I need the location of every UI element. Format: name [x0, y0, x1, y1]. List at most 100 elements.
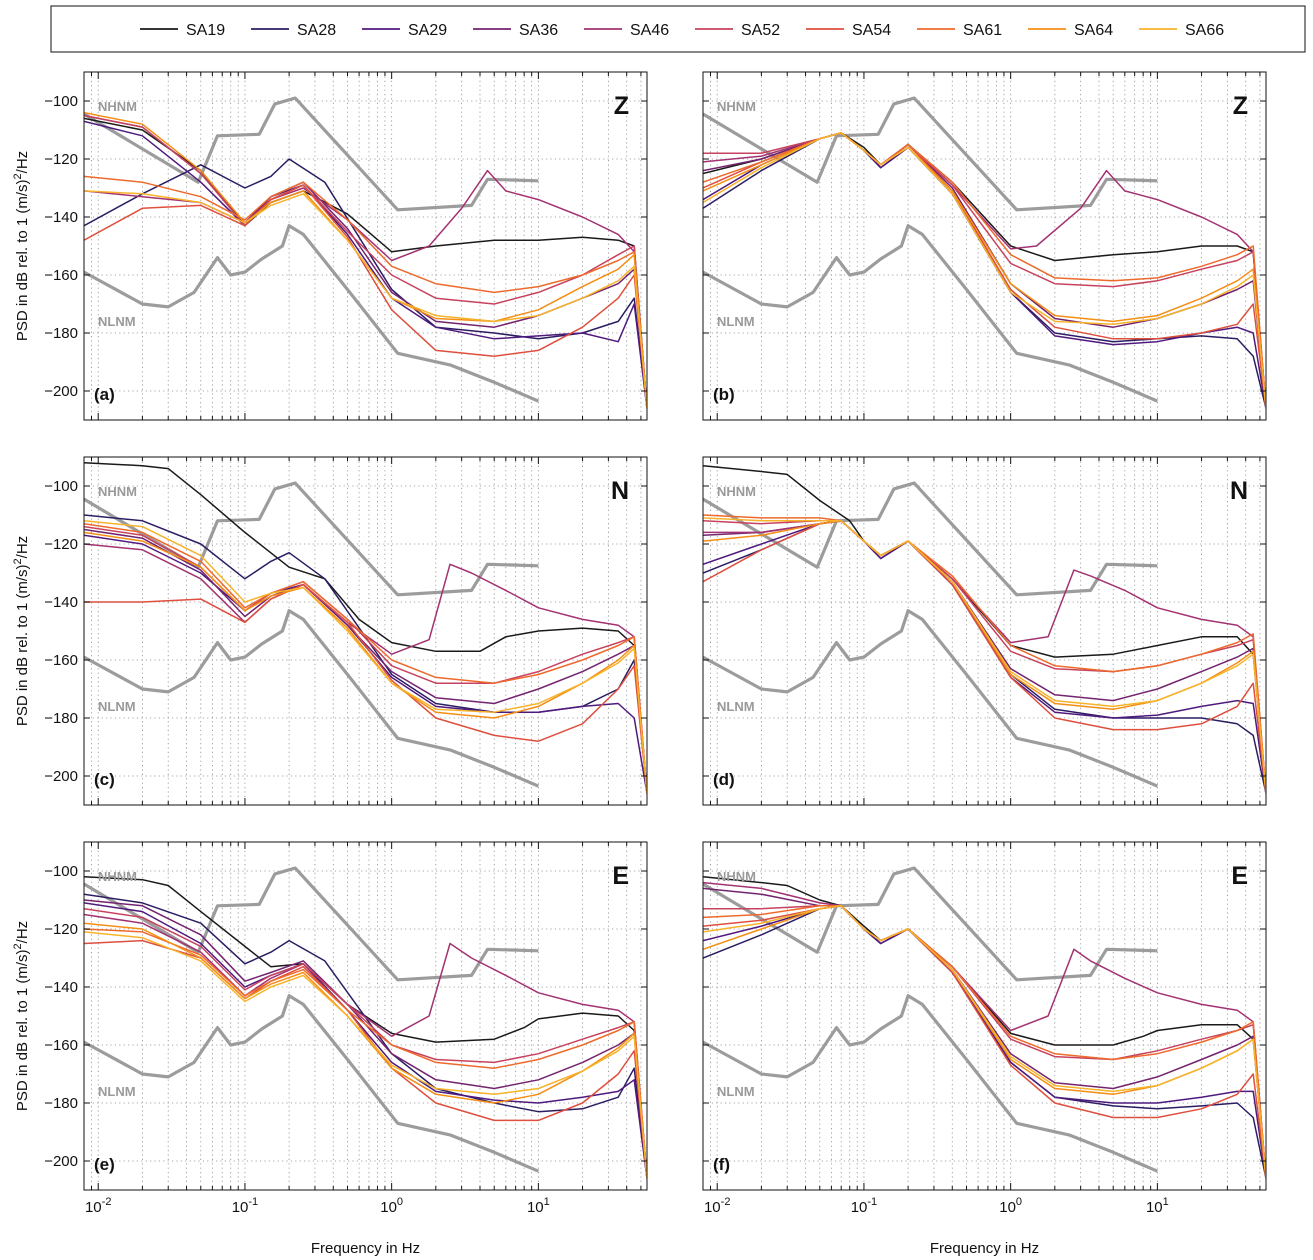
series-group	[84, 462, 647, 794]
panel-label: (a)	[94, 385, 115, 404]
series-sa66	[84, 520, 647, 794]
y-tick-label: −140	[44, 594, 78, 611]
noise-models	[84, 866, 540, 1173]
y-tick-label: −180	[44, 1095, 78, 1112]
grid	[703, 457, 1266, 805]
plot-frame	[702, 71, 1267, 421]
y-tick-label: −120	[44, 536, 78, 553]
series-sa66	[703, 132, 1266, 409]
nhnm-line	[703, 866, 1158, 982]
nhnm-line	[703, 481, 1158, 597]
series-sa64	[703, 520, 1266, 794]
nhnm-line	[84, 866, 539, 982]
series-sa61	[703, 514, 1266, 794]
plot-frame	[702, 456, 1267, 806]
component-label: Z	[1233, 92, 1248, 120]
nlnm-line	[703, 994, 1159, 1173]
nlnm-label: NLNM	[98, 314, 136, 329]
component-label: E	[1231, 862, 1248, 890]
ticks: 10-2 10-1 100 101	[703, 842, 1266, 1216]
x-tick-label: 10-1	[232, 1196, 258, 1216]
series-sa28	[84, 158, 647, 409]
grid	[703, 842, 1266, 1190]
grid	[84, 72, 647, 420]
panels: −100 −120 −140 −160 −180 −200 NHNM NLNM (a) Z NHNM…	[44, 71, 1267, 1216]
series-group	[703, 876, 1266, 1179]
series-sa66	[703, 905, 1266, 1179]
series-group	[84, 111, 647, 409]
x-tick-label: 100	[999, 1196, 1022, 1216]
y-axis-titles: PSD in dB rel. to 1 (m/s)2/Hz PSD in dB r…	[12, 151, 31, 1111]
y-axis-title: PSD in dB rel. to 1 (m/s)2/Hz	[12, 151, 31, 341]
y-axis-title: PSD in dB rel. to 1 (m/s)2/Hz	[12, 536, 31, 726]
legend-label-sa64: SA64	[1074, 22, 1113, 39]
ticks: −100 −120 −140 −160 −180 −200	[44, 457, 647, 805]
series-sa28	[84, 514, 647, 794]
legend-label-sa29: SA29	[408, 22, 447, 39]
series-sa46	[703, 881, 1266, 1179]
panel-e: −100 −120 −140 −160 −180 −200 10-2 10-1 100 101 NH…	[44, 841, 648, 1216]
legend-label-sa28: SA28	[297, 22, 336, 39]
legend-label-sa52: SA52	[741, 22, 780, 39]
nlnm-label: NLNM	[717, 1084, 755, 1099]
series-sa66	[84, 931, 647, 1179]
y-tick-label: −200	[44, 383, 78, 400]
series-sa61	[84, 175, 647, 409]
y-tick-label: −140	[44, 209, 78, 226]
nhnm-label: NHNM	[98, 99, 137, 114]
series-sa29	[84, 902, 647, 1179]
panel-b: NHNM NLNM (b) Z	[702, 71, 1267, 421]
y-tick-label: −120	[44, 151, 78, 168]
x-tick-label: 101	[527, 1196, 550, 1216]
y-tick-label: −180	[44, 710, 78, 727]
ticks: −100 −120 −140 −160 −180 −200 10-2 10-1 100 101	[44, 842, 647, 1216]
series-sa64	[84, 922, 647, 1179]
series-sa36	[84, 899, 647, 1179]
nhnm-label: NHNM	[98, 484, 137, 499]
panel-d: NHNM NLNM (d) N	[702, 456, 1267, 806]
panel-label: (b)	[713, 385, 735, 404]
series-sa54	[84, 184, 647, 409]
legend-label-sa46: SA46	[630, 22, 669, 39]
y-tick-label: −100	[44, 478, 78, 495]
panel-label: (c)	[94, 770, 115, 789]
nhnm-label: NHNM	[717, 869, 756, 884]
series-group	[84, 876, 647, 1179]
series-sa36	[84, 528, 647, 794]
panel-label: (e)	[94, 1155, 115, 1174]
component-label: N	[1230, 477, 1248, 505]
noise-models	[703, 481, 1159, 788]
plot-frame	[83, 841, 648, 1191]
y-tick-label: −160	[44, 1037, 78, 1054]
nhnm-label: NHNM	[717, 484, 756, 499]
nlnm-line	[84, 224, 540, 403]
noise-models	[703, 96, 1159, 403]
legend-label-sa19: SA19	[186, 22, 225, 39]
nhnm-label: NHNM	[98, 869, 137, 884]
series-sa46	[84, 543, 647, 794]
nlnm-label: NLNM	[98, 1084, 136, 1099]
nlnm-line	[84, 609, 540, 788]
y-tick-label: −160	[44, 267, 78, 284]
series-group	[703, 464, 1266, 794]
grid	[703, 72, 1266, 420]
ticks: −100 −120 −140 −160 −180 −200	[44, 72, 647, 420]
x-axis-titles: Frequency in Hz Frequency in Hz	[311, 1240, 1039, 1257]
panel-a: −100 −120 −140 −160 −180 −200 NHNM NLNM (a) Z	[44, 71, 648, 421]
noise-models	[703, 866, 1159, 1173]
ticks	[703, 457, 1266, 805]
series-sa66	[84, 190, 647, 409]
panel-f: 10-2 10-1 100 101 NHNM NLNM (f) E	[702, 841, 1267, 1216]
nhnm-line	[84, 481, 539, 597]
nhnm-line	[703, 96, 1158, 212]
series-sa54	[84, 939, 647, 1179]
x-tick-label: 10-2	[85, 1196, 111, 1216]
component-label: Z	[614, 92, 629, 120]
y-tick-label: −100	[44, 93, 78, 110]
series-sa19	[84, 462, 647, 794]
nlnm-label: NLNM	[98, 699, 136, 714]
panel-label: (f)	[713, 1155, 730, 1174]
noise-models	[84, 481, 540, 788]
ticks	[703, 72, 1266, 420]
y-tick-label: −120	[44, 921, 78, 938]
